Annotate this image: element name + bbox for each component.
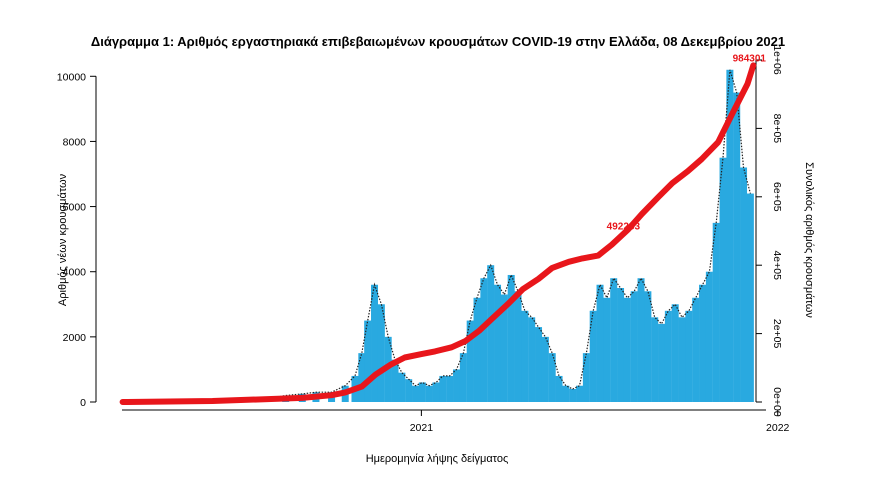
y2-tick-label: 1e+06: [771, 45, 783, 75]
daily-cases-bar: [521, 310, 529, 402]
daily-cases-bar: [651, 317, 659, 402]
daily-cases-bar: [535, 327, 543, 402]
y-tick-label: 6000: [63, 202, 87, 214]
daily-cases-bar: [733, 92, 741, 403]
x-tick-label: 2022: [766, 422, 790, 434]
daily-cases-bar: [603, 297, 611, 402]
daily-cases-bar: [412, 385, 420, 402]
x-axis-label: Ημερομηνία λήψης δείγματος: [366, 453, 509, 465]
daily-cases-bar: [459, 353, 467, 402]
y2-tick-label: 6e+05: [771, 182, 783, 212]
cumulative-annotation: 492233: [607, 222, 641, 233]
daily-cases-bar: [418, 382, 426, 402]
y-tick-label: 0: [80, 397, 86, 409]
daily-cases-bar: [746, 193, 754, 402]
daily-cases-bar: [500, 294, 508, 402]
daily-cases-bar: [678, 317, 686, 402]
daily-cases-bar: [439, 375, 447, 402]
daily-cases-bar: [391, 359, 399, 402]
daily-cases-bar: [548, 353, 556, 402]
daily-cases-bar: [637, 278, 645, 402]
daily-cases-bar: [576, 385, 584, 402]
y2-tick-label: 0e+00: [771, 387, 783, 417]
cumulative-cases-path: [119, 62, 757, 405]
daily-cases-bar: [712, 222, 720, 402]
daily-cases-bar: [582, 353, 590, 402]
daily-cases-bar: [705, 271, 713, 402]
daily-cases-bar: [617, 288, 625, 402]
daily-cases-bar: [562, 385, 570, 402]
y-tick-label: 2000: [63, 332, 87, 344]
daily-cases-bar: [371, 284, 379, 402]
daily-cases-bars: [132, 69, 754, 403]
y2-tick-label: 4e+05: [771, 250, 783, 280]
daily-cases-bar: [610, 278, 618, 402]
daily-cases-bar: [453, 369, 461, 402]
daily-cases-bar: [699, 284, 707, 402]
chart-title: Διάγραμμα 1: Αριθμός εργαστηριακά επιβεβ…: [91, 34, 785, 49]
daily-cases-bar: [364, 320, 372, 402]
daily-cases-bar: [589, 310, 597, 402]
y2-axis-label: Συνολικός αριθμός κρουσμάτων: [803, 162, 815, 318]
x-axis: 2021 2022: [122, 409, 790, 434]
daily-cases-bar: [487, 265, 495, 402]
cumulative-cases-line: [119, 62, 757, 405]
daily-cases-bar: [664, 310, 672, 402]
daily-cases-bar: [726, 69, 734, 403]
y2-tick-label: 2e+05: [771, 319, 783, 349]
daily-cases-bar: [446, 375, 454, 402]
daily-cases-bar: [358, 353, 366, 402]
daily-cases-bar: [466, 320, 474, 402]
daily-cases-bar: [405, 379, 413, 402]
daily-cases-bar: [719, 157, 727, 402]
daily-cases-bar: [569, 388, 577, 402]
daily-cases-bar: [596, 284, 604, 402]
daily-cases-bar: [630, 291, 638, 402]
y-tick-label: 8000: [63, 136, 87, 148]
y-axis-label: Αριθμός νέων κρουσμάτων: [57, 173, 69, 306]
daily-cases-bar: [644, 291, 652, 402]
y2-tick-label: 8e+05: [771, 114, 783, 144]
daily-cases-bar: [398, 372, 406, 402]
daily-cases-bar: [541, 336, 549, 402]
daily-cases-bar: [494, 284, 502, 402]
cumulative-annotation: 984301: [733, 53, 767, 64]
annotations: 984301 492233: [607, 53, 767, 232]
daily-cases-bar: [692, 297, 700, 402]
daily-cases-bar: [480, 278, 488, 402]
daily-cases-bar: [514, 291, 522, 402]
y-tick-label: 10000: [57, 71, 86, 83]
daily-cases-bar: [623, 297, 631, 402]
y-tick-label: 4000: [63, 267, 87, 279]
daily-cases-bar: [740, 167, 748, 402]
daily-cases-bar: [473, 297, 481, 402]
daily-cases-bar: [377, 304, 385, 402]
daily-cases-bar: [507, 274, 515, 402]
x-tick-label: 2021: [410, 422, 434, 434]
daily-cases-bar: [425, 385, 433, 402]
y-axis-left: 0 2000 4000 6000 8000 10000: [57, 71, 97, 409]
daily-cases-bar: [528, 317, 536, 402]
daily-cases-bar: [671, 304, 679, 402]
daily-cases-bar: [658, 323, 666, 402]
daily-cases-bar: [432, 382, 440, 402]
y-axis-right: 0e+00 2e+05 4e+05 6e+05 8e+05 1e+06: [755, 45, 783, 417]
daily-cases-bar: [685, 310, 693, 402]
daily-cases-bar: [555, 375, 563, 402]
